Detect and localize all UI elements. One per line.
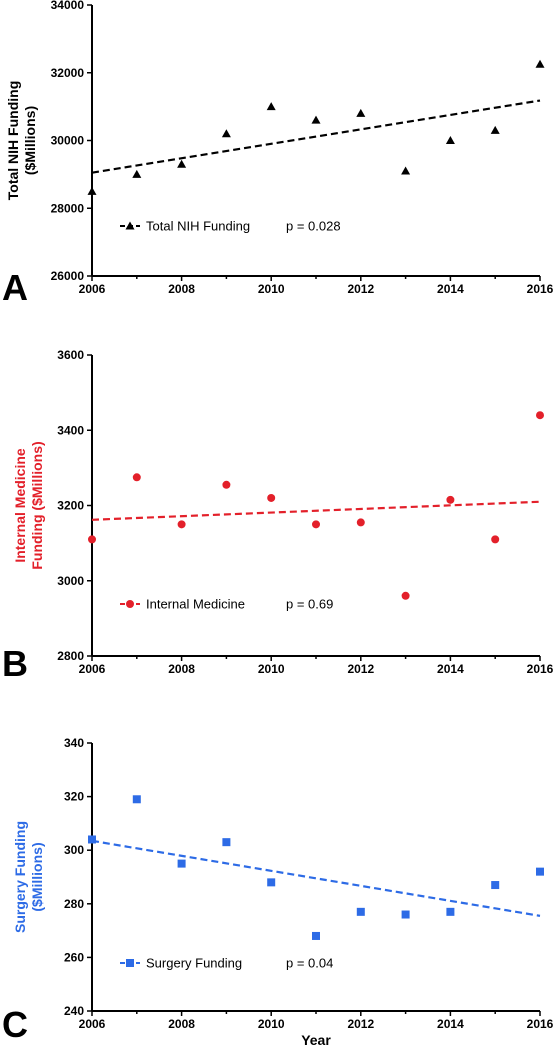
x-axis-label: Year: [301, 1032, 331, 1048]
y-axis-label-line: Internal Medicine: [12, 448, 28, 563]
data-point: [88, 535, 96, 544]
y-axis-label-line: Surgery Funding: [12, 821, 28, 933]
x-tick-label: 2012: [347, 662, 374, 676]
chart-panel-b: 2800 3000 3200 3400 3600 2006 2008 2010 2012 2014…: [2, 348, 554, 684]
y-tick-label: 2800: [57, 649, 84, 663]
legend-label: Total NIH Funding: [146, 219, 250, 234]
data-point: [535, 59, 545, 68]
x-tick-label: 2014: [437, 282, 464, 296]
y-tick-label: 3200: [57, 499, 84, 513]
x-tick-label: 2008: [168, 282, 195, 296]
data-point: [490, 125, 500, 134]
data-point: [401, 166, 411, 175]
data-point: [401, 910, 410, 919]
y-axis-label: Total NIH Funding($Millions): [5, 81, 38, 201]
data-point: [266, 102, 276, 111]
y-tick-label: 32000: [51, 66, 85, 80]
data-point: [356, 907, 365, 916]
y-tick-label: 3600: [57, 348, 84, 362]
x-tick-label: 2016: [527, 1017, 554, 1031]
data-point: [491, 535, 500, 544]
chart-panel-c: 240 260 280 300 320 340 2006 2008 2010 2012 2014 20…: [2, 736, 554, 1048]
x-tick-label: 2006: [79, 1017, 106, 1031]
data-point: [132, 473, 141, 482]
y-axis-label-line: ($Millions): [22, 106, 38, 175]
data-point: [88, 835, 96, 844]
legend-label: Surgery Funding: [146, 956, 242, 971]
y-tick-label: 260: [64, 950, 84, 964]
data-point: [222, 838, 231, 847]
p-value-annotation: p = 0.04: [286, 956, 333, 971]
data-point: [446, 495, 455, 504]
trend-line: [91, 500, 541, 521]
data-point: [356, 518, 365, 527]
data-point: [177, 859, 186, 868]
data-point: [132, 169, 142, 178]
panel-letter: B: [2, 643, 28, 684]
legend-marker: [126, 959, 134, 967]
y-tick-label: 3000: [57, 574, 84, 588]
panel-letter: C: [2, 1004, 28, 1045]
y-tick-label: 34000: [51, 0, 85, 12]
data-point: [401, 591, 410, 600]
chart-panel-a: 26000 28000 30000 32000 34000 2006 2008 2010 201…: [2, 0, 554, 308]
y-tick-label: 280: [64, 897, 84, 911]
trend-line: [91, 99, 541, 174]
legend-marker: [126, 600, 134, 608]
data-point: [177, 159, 187, 168]
data-point: [491, 881, 500, 890]
legend-label: Internal Medicine: [146, 597, 245, 612]
p-value-annotation: p = 0.028: [286, 219, 341, 234]
data-point: [311, 115, 321, 124]
x-tick-label: 2006: [79, 662, 106, 676]
data-point: [536, 411, 544, 420]
data-point: [267, 493, 276, 502]
data-point: [312, 931, 320, 940]
y-axis-label-line: Total NIH Funding: [5, 81, 21, 201]
data-point: [536, 867, 544, 876]
legend-marker: [125, 221, 135, 230]
data-point: [132, 795, 141, 804]
data-point: [312, 520, 320, 529]
x-tick-label: 2008: [168, 1017, 195, 1031]
x-tick-label: 2010: [258, 282, 285, 296]
y-axis-label: Surgery Funding($Millions): [12, 821, 45, 933]
y-axis-label-line: Funding ($Millions): [29, 441, 45, 569]
x-tick-label: 2012: [347, 1017, 374, 1031]
data-point: [87, 186, 97, 195]
y-tick-label: 3400: [57, 423, 84, 437]
x-tick-label: 2016: [527, 662, 554, 676]
y-tick-label: 28000: [51, 201, 85, 215]
data-point: [177, 520, 186, 529]
y-tick-label: 240: [64, 1004, 84, 1018]
x-tick-label: 2014: [437, 662, 464, 676]
x-tick-label: 2012: [347, 282, 374, 296]
data-point: [222, 480, 231, 489]
y-tick-label: 340: [64, 736, 84, 750]
y-axis-label-line: ($Millions): [29, 842, 45, 911]
y-tick-label: 320: [64, 790, 84, 804]
x-tick-label: 2014: [437, 1017, 464, 1031]
y-tick-label: 300: [64, 843, 84, 857]
trend-line: [91, 839, 541, 917]
data-point: [221, 129, 231, 138]
x-tick-label: 2006: [79, 282, 106, 296]
data-point: [445, 136, 455, 144]
x-tick-label: 2010: [258, 1017, 285, 1031]
x-tick-label: 2008: [168, 662, 195, 676]
y-tick-label: 30000: [51, 134, 85, 148]
data-point: [356, 108, 366, 117]
y-tick-label: 26000: [51, 269, 85, 283]
panel-letter: A: [2, 267, 28, 308]
y-axis-label: Internal MedicineFunding ($Millions): [12, 441, 45, 569]
data-point: [267, 878, 276, 887]
p-value-annotation: p = 0.69: [286, 597, 333, 612]
data-point: [446, 907, 455, 916]
x-tick-label: 2016: [527, 282, 554, 296]
x-tick-label: 2010: [258, 662, 285, 676]
